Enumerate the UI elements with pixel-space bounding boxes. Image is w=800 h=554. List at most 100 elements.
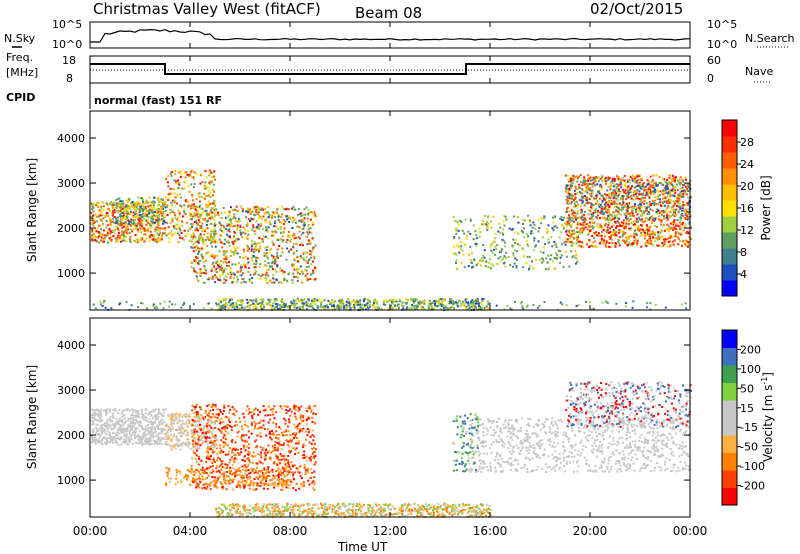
echo-point (474, 230, 477, 233)
echo-point (527, 245, 530, 248)
echo-point (265, 303, 268, 306)
echo-point (682, 180, 685, 183)
echo-point (669, 237, 671, 239)
echo-point (253, 251, 256, 254)
echo-point (584, 197, 587, 200)
echo-point (581, 192, 584, 195)
echo-point (625, 236, 628, 239)
echo-point (281, 298, 284, 301)
echo-point (678, 225, 681, 228)
echo-point (141, 442, 144, 445)
echo-point (148, 237, 151, 240)
echo-point (380, 308, 383, 311)
echo-point (212, 183, 215, 186)
echo-point (92, 233, 95, 236)
echo-point (170, 192, 173, 195)
echo-point (217, 303, 220, 306)
echo-point (209, 212, 212, 214)
echo-point (248, 307, 251, 310)
echo-point (666, 217, 669, 220)
echo-point (608, 193, 611, 196)
echo-point (682, 195, 685, 198)
echo-point (664, 238, 667, 241)
echo-point (632, 194, 635, 197)
y-tick-label: 1000 (57, 267, 85, 280)
echo-point (589, 210, 592, 213)
echo-point (230, 271, 233, 274)
echo-point (600, 210, 603, 212)
echo-point (123, 224, 125, 226)
echo-point (648, 218, 651, 221)
echo-point (202, 217, 204, 220)
echo-point (215, 262, 218, 265)
echo-point (274, 268, 277, 271)
echo-point (166, 221, 169, 224)
echo-point (679, 176, 682, 179)
echo-point (246, 237, 249, 240)
echo-point (156, 208, 159, 211)
echo-point (625, 221, 628, 224)
echo-point (651, 233, 654, 236)
echo-point (214, 274, 217, 277)
echo-point (276, 252, 279, 255)
echo-point (252, 226, 255, 229)
echo-point (143, 208, 146, 211)
echo-point (253, 230, 256, 233)
echo-point (163, 219, 166, 222)
echo-point (322, 307, 325, 310)
echo-point (118, 197, 121, 200)
echo-point (199, 207, 202, 210)
freq-tick-bottom: 8 (66, 72, 73, 85)
echo-point (158, 423, 161, 426)
echo-point (260, 276, 262, 279)
echo-point (608, 221, 611, 224)
echo-point (569, 235, 571, 238)
echo-point (236, 306, 239, 309)
echo-point (280, 300, 283, 303)
echo-point (135, 222, 138, 225)
echo-point (119, 213, 122, 216)
echo-point (604, 223, 607, 225)
echo-point (254, 233, 257, 236)
echo-point (206, 232, 209, 235)
echo-point (518, 244, 521, 247)
echo-point (267, 298, 270, 301)
echo-point (137, 201, 140, 204)
colorbar-cell (722, 216, 737, 233)
echo-point (142, 413, 145, 416)
echo-point (313, 211, 316, 214)
echo-point (534, 227, 537, 230)
echo-point (212, 241, 215, 244)
echo-point (147, 429, 149, 432)
echo-point (196, 229, 199, 232)
echo-point (429, 302, 432, 305)
echo-point (118, 303, 121, 306)
echo-point (97, 409, 100, 412)
echo-point (189, 211, 192, 214)
echo-point (90, 212, 93, 215)
echo-point (623, 231, 625, 234)
echo-point (521, 248, 524, 251)
echo-point (209, 196, 212, 198)
echo-point (616, 206, 618, 208)
echo-point (274, 257, 277, 260)
echo-point (390, 299, 393, 302)
echo-point (679, 183, 682, 186)
echo-point (590, 195, 593, 197)
echo-point (612, 202, 615, 205)
echo-point (552, 221, 555, 224)
echo-point (116, 239, 119, 242)
echo-point (156, 241, 158, 244)
echo-point (660, 229, 663, 232)
echo-point (268, 221, 271, 224)
echo-point (531, 226, 534, 229)
echo-point (633, 186, 636, 189)
echo-point (627, 234, 630, 237)
echo-point (214, 222, 216, 225)
echo-point (95, 204, 97, 207)
echo-point (206, 245, 209, 248)
echo-point (128, 409, 131, 412)
echo-point (591, 191, 594, 194)
echo-point (100, 218, 102, 221)
echo-point (631, 177, 634, 180)
